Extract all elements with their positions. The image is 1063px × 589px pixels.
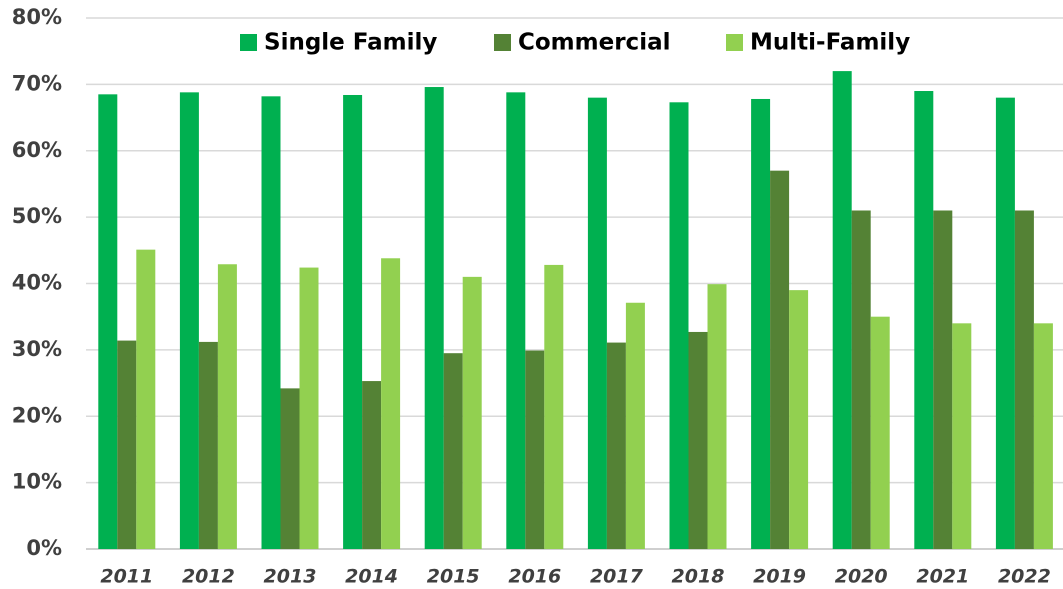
legend-label: Single Family xyxy=(264,30,437,56)
bar xyxy=(914,91,934,549)
bar xyxy=(789,290,809,549)
bar xyxy=(933,210,953,550)
y-tick-label: 10% xyxy=(12,470,62,494)
bar xyxy=(443,353,463,549)
bar xyxy=(851,210,871,550)
bar xyxy=(424,87,444,549)
bar xyxy=(525,350,545,549)
bar xyxy=(952,323,972,549)
x-tick-label: 2022 xyxy=(998,566,1051,588)
bar xyxy=(136,249,156,549)
legend-swatch xyxy=(726,34,743,51)
bar xyxy=(669,102,689,549)
bar xyxy=(299,267,319,549)
bar xyxy=(343,94,363,550)
bar xyxy=(995,97,1015,550)
x-tick-label: 2013 xyxy=(264,566,317,588)
bar xyxy=(98,94,118,550)
bar xyxy=(117,340,137,549)
x-tick-label: 2020 xyxy=(835,566,888,588)
bar xyxy=(179,92,199,549)
y-tick-label: 30% xyxy=(12,337,62,361)
bar xyxy=(832,71,852,549)
bar xyxy=(506,92,526,549)
x-tick-label: 2021 xyxy=(916,566,969,588)
bar xyxy=(544,264,564,549)
y-tick-label: 70% xyxy=(12,71,62,95)
bar xyxy=(362,381,382,549)
bar xyxy=(870,316,890,549)
bar xyxy=(1033,323,1053,549)
y-tick-label: 20% xyxy=(12,403,62,427)
y-tick-label: 40% xyxy=(12,271,62,295)
y-tick-label: 60% xyxy=(12,138,62,162)
x-tick-label: 2017 xyxy=(590,566,644,588)
bar xyxy=(751,98,771,549)
bar xyxy=(1014,210,1034,550)
bar xyxy=(198,341,218,549)
bar xyxy=(606,342,626,549)
x-tick-label: 2012 xyxy=(182,566,235,588)
bar xyxy=(261,96,281,549)
x-tick-label: 2015 xyxy=(427,566,480,588)
bar xyxy=(707,284,727,549)
bar xyxy=(688,331,708,549)
bar xyxy=(770,170,790,549)
x-tick-label: 2014 xyxy=(345,566,398,588)
legend-label: Multi-Family xyxy=(750,30,910,56)
y-tick-label: 50% xyxy=(12,204,62,228)
bar xyxy=(625,302,645,549)
legend-label: Commercial xyxy=(518,30,670,56)
x-tick-label: 2019 xyxy=(753,566,806,588)
x-tick-label: 2018 xyxy=(672,566,725,588)
bar xyxy=(587,97,607,550)
bar xyxy=(280,388,300,549)
legend-swatch xyxy=(494,34,511,51)
y-tick-label: 0% xyxy=(26,536,62,560)
bar xyxy=(462,276,482,549)
x-tick-label: 2016 xyxy=(508,566,561,588)
bar xyxy=(217,264,237,549)
bar xyxy=(381,258,401,549)
x-tick-label: 2011 xyxy=(100,566,153,588)
y-tick-label: 80% xyxy=(12,5,62,29)
legend-swatch xyxy=(240,34,257,51)
